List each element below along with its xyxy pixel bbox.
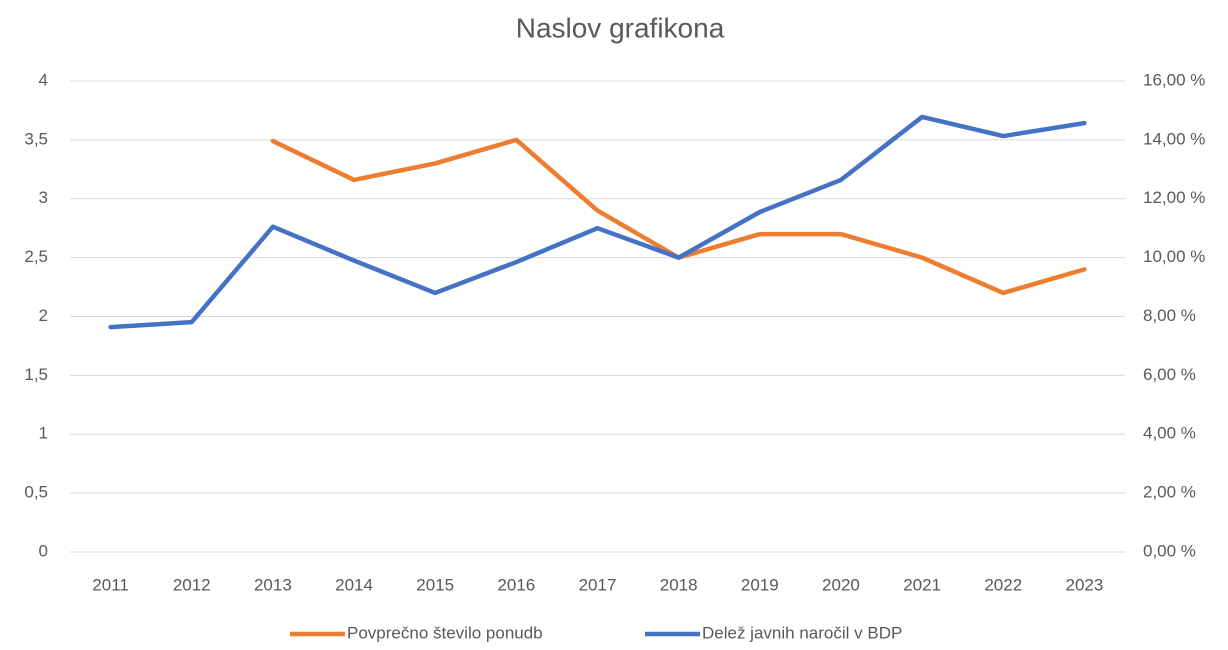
x-tick-label: 2021: [903, 575, 941, 594]
x-tick-label: 2016: [497, 575, 535, 594]
x-tick-label: 2017: [579, 575, 617, 594]
y-tick-label: 2,5: [24, 247, 48, 266]
y-tick-label: 3: [39, 188, 48, 207]
legend-label: Delež javnih naročil v BDP: [702, 623, 902, 642]
y-tick-label: 0: [39, 541, 48, 560]
y2-tick-label: 4,00 %: [1143, 424, 1196, 443]
series-line: [108, 114, 1087, 330]
y2-tick-label: 0,00 %: [1143, 541, 1196, 560]
x-tick-label: 2018: [660, 575, 698, 594]
y2-tick-label: 12,00 %: [1143, 188, 1205, 207]
x-tick-label: 2022: [984, 575, 1022, 594]
y-tick-label: 1: [39, 424, 48, 443]
x-tick-label: 2012: [173, 575, 211, 594]
x-tick-label: 2023: [1066, 575, 1104, 594]
x-tick-label: 2019: [741, 575, 779, 594]
legend-label: Povprečno število ponudb: [347, 623, 543, 642]
x-tick-label: 2015: [416, 575, 454, 594]
y2-tick-label: 16,00 %: [1143, 70, 1205, 89]
y2-tick-label: 10,00 %: [1143, 247, 1205, 266]
y2-tick-label: 2,00 %: [1143, 483, 1196, 502]
y2-tick-label: 14,00 %: [1143, 129, 1205, 148]
x-tick-label: 2020: [822, 575, 860, 594]
y-tick-label: 3,5: [24, 129, 48, 148]
series-line: [270, 137, 1087, 296]
x-tick-label: 2011: [92, 575, 129, 594]
y-tick-label: 1,5: [24, 365, 48, 384]
x-tick-label: 2013: [254, 575, 292, 594]
y2-tick-label: 8,00 %: [1143, 306, 1196, 325]
y-tick-label: 0,5: [24, 483, 48, 502]
y-tick-label: 4: [39, 70, 48, 89]
chart-title: Naslov grafikona: [516, 12, 725, 43]
y-tick-label: 2: [39, 306, 48, 325]
y2-tick-label: 6,00 %: [1143, 365, 1196, 384]
x-tick-label: 2014: [335, 575, 373, 594]
